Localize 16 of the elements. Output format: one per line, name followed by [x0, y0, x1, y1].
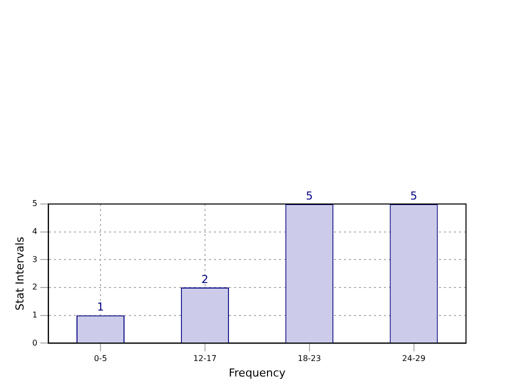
y-tick-label: 5	[32, 199, 38, 208]
y-tick-label: 3	[32, 254, 38, 264]
x-axis-title: Frequency	[228, 366, 286, 380]
y-tick-label: 4	[32, 226, 38, 236]
x-tick-label: 18-23	[298, 354, 321, 364]
y-tick-label: 2	[32, 282, 38, 292]
data-label: 1	[97, 300, 104, 314]
x-tick-label: 12-17	[193, 354, 217, 364]
y-tick-label: 1	[32, 310, 38, 320]
y-tick-label: 0	[32, 338, 38, 348]
data-label: 2	[201, 272, 208, 286]
data-label: 5	[306, 189, 313, 202]
y-axis-title: Stat Intervals	[13, 236, 26, 310]
x-tick-label: 0-5	[94, 354, 108, 364]
x-tick-label: 24-29	[402, 354, 426, 364]
data-label: 5	[410, 189, 418, 202]
